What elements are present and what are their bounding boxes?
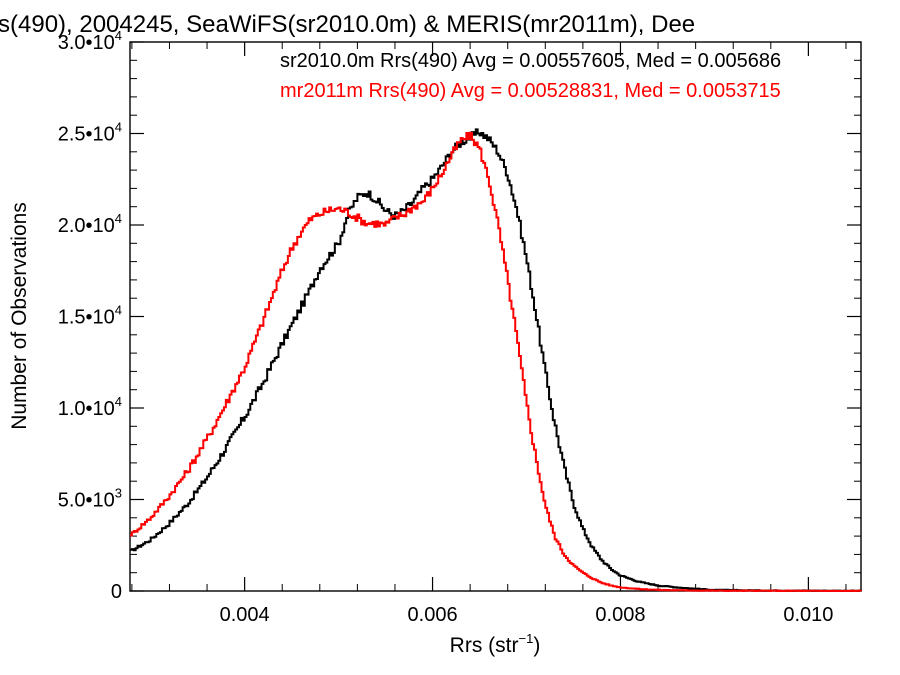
x-axis: 0.004 0.006 0.008 0.010 <box>220 42 833 626</box>
x-axis-label-superscript: −1 <box>519 631 534 646</box>
y-tick-exponent: 4 <box>115 28 122 43</box>
y-tick-mantissa: 2.0•10 <box>58 215 115 237</box>
y-tick-mantissa: 3.0•10 <box>58 32 115 54</box>
y-tick-exponent: 4 <box>115 394 122 409</box>
y-tick-mantissa: 1.0•10 <box>58 398 115 420</box>
y-tick-label: 3.0•104 <box>58 28 122 54</box>
plot-frame <box>129 41 862 592</box>
y-tick-mantissa: 5.0•10 <box>58 490 115 512</box>
y-tick-label: 2.0•104 <box>58 211 122 237</box>
minor-ticks <box>130 42 861 591</box>
x-tick-label: 0.008 <box>595 604 645 626</box>
x-tick-label: 0.004 <box>220 604 270 626</box>
series-line-sr2010.0m <box>130 128 862 592</box>
x-axis-label-close: ) <box>533 634 540 657</box>
series-line-mr2011m <box>130 131 862 592</box>
y-tick-mantissa: 0 <box>111 581 122 603</box>
y-tick-exponent: 4 <box>115 120 122 135</box>
legend-entry-sr2010: sr2010.0m Rrs(490) Avg = 0.00557605, Med… <box>280 50 781 72</box>
y-axis-label: Number of Observations <box>8 202 31 430</box>
legend-entry-mr2011: mr2011m Rrs(490) Avg = 0.00528831, Med =… <box>280 80 781 102</box>
y-tick-exponent: 4 <box>115 303 122 318</box>
y-tick-mantissa: 1.5•10 <box>58 307 115 329</box>
y-tick-label: 0 <box>111 581 122 603</box>
y-tick-exponent: 3 <box>115 486 122 501</box>
x-tick-label: 0.010 <box>783 604 833 626</box>
series-layer <box>130 128 862 592</box>
y-axis: 05.0•1031.0•1041.5•1042.0•1042.5•1043.0•… <box>58 28 861 603</box>
y-tick-label: 1.5•104 <box>58 303 122 329</box>
x-axis-label: Rrs (str−1) <box>450 631 541 657</box>
x-tick-label: 0.006 <box>408 604 458 626</box>
y-tick-label: 5.0•103 <box>58 486 122 512</box>
y-tick-exponent: 4 <box>115 211 122 226</box>
y-tick-label: 1.0•104 <box>58 394 122 420</box>
y-tick-label: 2.5•104 <box>58 120 122 146</box>
y-tick-mantissa: 2.5•10 <box>58 124 115 146</box>
x-axis-label-main: Rrs (str <box>450 634 519 657</box>
chart-title: s(490), 2004245, SeaWiFS(sr2010.0m) & ME… <box>0 11 695 38</box>
